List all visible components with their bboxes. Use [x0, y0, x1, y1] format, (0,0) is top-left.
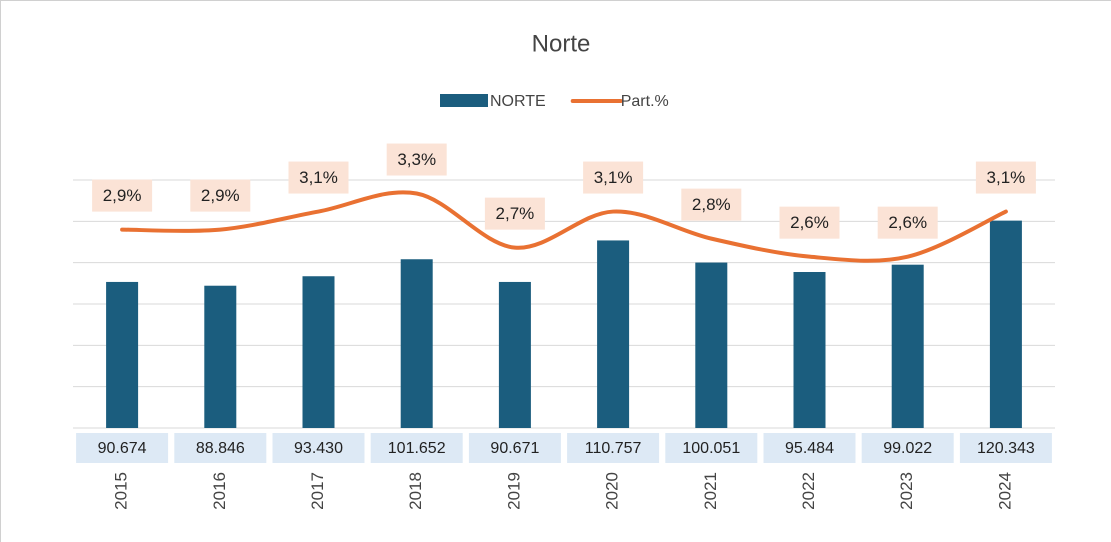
- data-label-box: [779, 206, 840, 239]
- x-tick-label: 2016: [210, 472, 229, 510]
- x-tick-label: 2015: [112, 472, 131, 510]
- data-label: 101.652: [388, 440, 446, 457]
- data-label-box: [763, 433, 856, 463]
- line: [120, 190, 1008, 263]
- data-label: 3,3%: [397, 150, 436, 169]
- data-label-box: [386, 143, 447, 176]
- chart-title: Norte: [532, 30, 591, 57]
- data-label: 93.430: [294, 440, 343, 457]
- data-label-box: [861, 433, 954, 463]
- x-tick-label: 2018: [406, 472, 425, 510]
- data-label: 100.051: [682, 440, 740, 457]
- legend-swatch: [440, 94, 488, 107]
- x-tick-label: 2020: [603, 472, 622, 510]
- legend-label: NORTE: [490, 93, 546, 110]
- data-label-box: [190, 179, 251, 212]
- data-label: 2,8%: [692, 195, 731, 214]
- data-label: 90.671: [490, 440, 539, 457]
- data-label-box: [370, 433, 463, 463]
- data-label-box: [76, 433, 169, 463]
- data-label-box: [484, 197, 545, 230]
- bar: [989, 220, 1022, 428]
- data-label: 2,9%: [201, 186, 240, 205]
- x-tick-label: 2024: [995, 472, 1014, 510]
- x-tick-label: 2023: [897, 472, 916, 510]
- bar: [793, 271, 826, 428]
- data-label: 3,1%: [594, 168, 633, 187]
- bar: [695, 262, 728, 428]
- data-label-box: [975, 161, 1036, 194]
- data-label: 99.022: [883, 440, 932, 457]
- data-label: 3,1%: [987, 168, 1026, 187]
- data-label: 2,6%: [790, 213, 829, 232]
- bar: [498, 281, 531, 428]
- x-tick-label: 2019: [504, 472, 523, 510]
- data-label-box: [567, 433, 660, 463]
- x-tick-label: 2017: [308, 472, 327, 510]
- data-label: 3,1%: [299, 168, 338, 187]
- data-label-box: [174, 433, 267, 463]
- data-label-box: [681, 188, 742, 221]
- data-label: 90.674: [98, 440, 147, 457]
- x-tick-label: 2021: [701, 472, 720, 510]
- data-label-box: [468, 433, 561, 463]
- data-label-box: [665, 433, 758, 463]
- data-label: 88.846: [196, 440, 245, 457]
- data-label-box: [583, 161, 644, 194]
- data-label: 2,7%: [496, 204, 535, 223]
- bar: [302, 276, 335, 428]
- data-label: 2,6%: [888, 213, 927, 232]
- data-label-box: [272, 433, 365, 463]
- data-label: 95.484: [785, 440, 834, 457]
- bar: [597, 240, 630, 428]
- bar: [106, 281, 139, 428]
- data-label-box: [877, 206, 938, 239]
- legend-label: Part.%: [621, 93, 669, 110]
- bar: [891, 264, 924, 428]
- bar: [400, 259, 433, 428]
- data-label-box: [92, 179, 153, 212]
- data-label-box: [288, 161, 349, 194]
- data-label: 2,9%: [103, 186, 142, 205]
- data-label: 120.343: [977, 440, 1035, 457]
- data-label: 110.757: [585, 440, 642, 457]
- data-label-box: [959, 433, 1052, 463]
- x-tick-label: 2022: [799, 472, 818, 510]
- bar: [204, 285, 237, 428]
